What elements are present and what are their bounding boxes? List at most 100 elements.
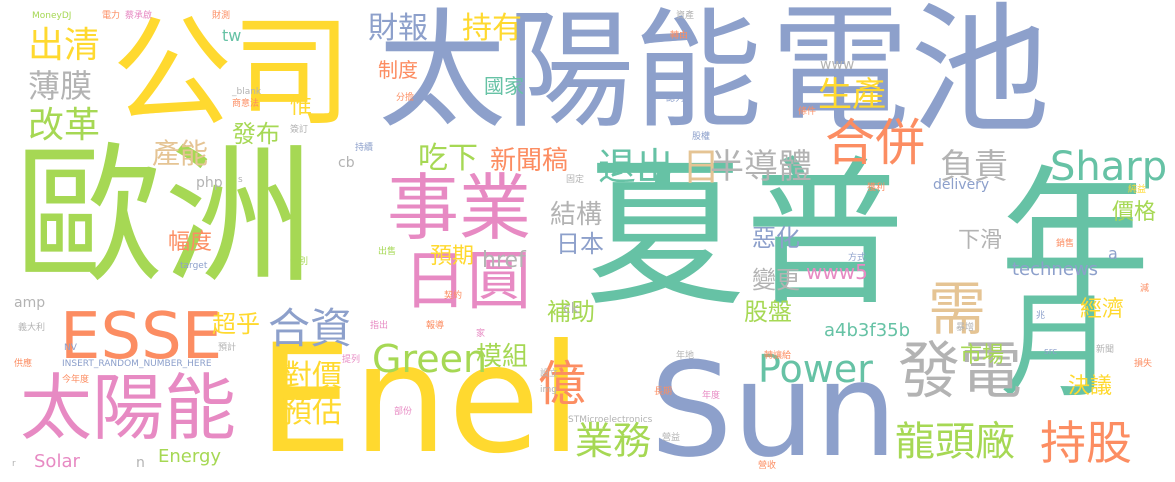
word-share-burden: 分擔 [396,93,415,103]
word-exceed: 超乎 [212,310,260,338]
word-resolution: 決議 [1068,374,1113,399]
word-blank: _blank [232,87,262,97]
word-business: 事業 [387,166,532,250]
word-day: 日 [682,145,721,189]
word-special: 特別 [290,257,309,267]
word-profit: 獲利 [867,183,886,193]
word-surge: 暴增 [956,323,975,333]
word-price: 價格 [1112,200,1157,225]
word-revenue: 營收 [758,461,777,471]
word-transfer: 轉由 [670,31,689,41]
word-transfer-to: 轉讓給 [764,351,792,361]
word-img: img [540,385,557,395]
word-solar-pink: 太陽能 [20,366,237,450]
word-capacity: 產能 [152,137,209,170]
word-consideration: 對價 [282,359,342,394]
word-board: 股盤 [744,298,792,326]
word-r: r [12,459,16,469]
word-change: 變更 [752,266,800,294]
word-loss: 損失 [1134,359,1153,369]
word-supply: 供應 [14,359,33,369]
word-equity: 股權 [692,132,711,142]
word-portion: 部份 [394,407,413,417]
word-country: 國家 [484,74,524,98]
word-structure: 結構 [550,200,603,230]
word-estimate: 預估 [282,395,342,430]
word-italy: 義大利 [18,323,46,333]
word-esse: ESSE [60,300,223,374]
word-green: Green [372,337,488,381]
word-stmicro: STMicroelectronics [568,415,653,425]
word-st: 商意法 [232,99,260,109]
word-press-release: 新聞稿 [490,146,569,176]
word-clear-out: 出清 [28,25,101,66]
word-home: 家 [476,329,486,339]
word-absorb: 吃下 [418,141,478,176]
word-this-year: 今年度 [62,375,90,385]
word-semiconductor: 半導體 [710,147,812,187]
word-www5: www5 [806,260,868,284]
word-land: 年地 [676,351,695,361]
word-power: Power [758,347,873,391]
word-module: 模組 [476,342,529,372]
word-sun: Sun [650,334,898,482]
word-target: target [180,261,208,271]
word-expected: 預期 [430,244,475,269]
word-fiscal-year: 年度 [702,391,721,401]
word-publish: 發布 [232,120,280,148]
word-planned: 預計 [218,343,237,353]
word-assets: 資產 [676,11,695,21]
word-magnitude: 幅度 [168,230,213,255]
word-news: 新聞 [1096,345,1115,355]
word-yen: 日圓 [403,245,531,319]
word-month: 月 [1000,280,1116,414]
word-href: href [482,248,526,273]
word-japan: 日本 [556,230,604,258]
word-trillion: 兆 [1036,311,1046,321]
word-company: 公司 [112,4,352,143]
word-establish: 設立 [540,369,559,379]
word-continue: 持續 [355,143,374,153]
word-contract: 契約 [444,291,463,301]
word-operations: 業務 [575,419,652,463]
word-hundred-million: 億 [538,356,587,412]
word-europe: 歐洲 [14,130,315,304]
word-operating-profit: 營益 [662,433,681,443]
word-power-gen: 發電 [898,334,1023,407]
word-jv: 合資 [268,304,353,353]
word-worsen: 惡化 [752,224,800,252]
word-market: 市場 [960,343,1005,368]
word-stake: 持股 [1040,416,1132,470]
word-solar-en: Solar [34,451,80,472]
word-delivery: delivery [933,177,990,193]
word-long-term: 長期 [654,387,673,397]
word-system: 制度 [378,58,418,82]
word-merger: 合併 [825,114,925,172]
word-cb: cb [338,155,355,171]
word-provision: 提列 [342,355,361,365]
word-earnings: 財報 [368,11,428,46]
word-sign: 簽訂 [290,125,309,135]
word-fixed: 固定 [566,175,585,185]
word-decline: 下滑 [958,228,1003,253]
word-ck: ck [563,301,579,317]
word-demand: 需 [928,275,987,343]
word-moneydj: MoneyDJ [32,11,72,21]
word-recognize: 認列 [666,94,685,104]
word-sales: 銷售 [1056,239,1075,249]
word-forecast: 財測 [212,11,231,21]
word-year: 年 [1000,153,1151,327]
word-hold: 持有 [462,11,522,46]
word-terms: 條件 [798,107,817,117]
word-amp: amp [14,295,46,311]
word-thin-film: 薄膜 [28,67,93,105]
word-exit: 退出 [598,145,675,189]
word-author: 蔡承啟 [125,11,153,21]
word-insert: INSERT_RANDOM_NUMBER_HERE [62,359,212,369]
word-technews: technews [1012,259,1099,280]
word-leader: 龍頭廠 [895,419,1015,465]
word-s: s [238,175,243,185]
word-reduce: 減 [1140,284,1150,294]
word-method: 方式 [848,253,867,263]
